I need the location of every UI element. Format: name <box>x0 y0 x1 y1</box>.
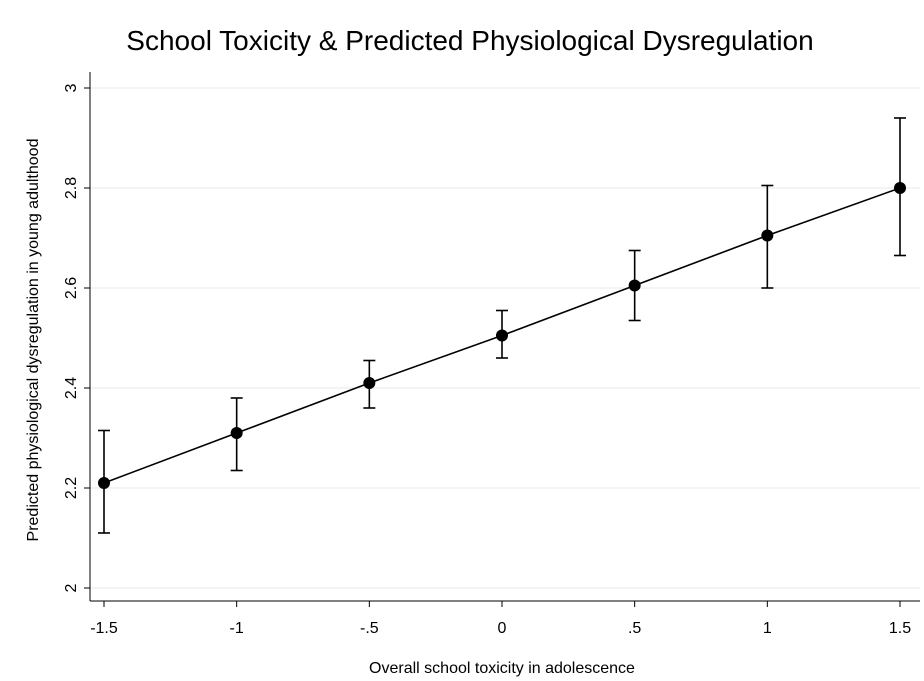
x-axis-ticks: -1.5 -1 -.5 0 .5 1 1.5 <box>90 601 911 637</box>
x-tick-label: 1.5 <box>889 620 911 637</box>
y-axis-ticks: 2 2.2 2.4 2.6 2.8 3 <box>63 83 90 592</box>
y-tick-label: 2 <box>63 583 80 592</box>
y-tick-label: 2.8 <box>63 177 80 199</box>
data-point <box>230 427 243 439</box>
y-axis-label: Predicted physiological dysregulation in… <box>25 139 42 542</box>
chart-title: School Toxicity & Predicted Physiologica… <box>126 25 813 56</box>
data-point <box>628 279 641 292</box>
data-point <box>894 182 906 194</box>
y-tick-label: 2.6 <box>63 277 80 299</box>
gridlines <box>90 87 920 589</box>
data-point <box>98 477 110 489</box>
x-tick-label: 1 <box>763 620 772 637</box>
y-tick-label: 2.4 <box>63 377 80 399</box>
x-tick-label: 0 <box>498 620 507 637</box>
series-group <box>98 117 906 534</box>
data-point <box>761 229 774 242</box>
x-tick-label: .5 <box>628 620 641 637</box>
x-tick-label: -1.5 <box>90 620 118 637</box>
x-axis-label: Overall school toxicity in adolescence <box>369 660 635 677</box>
y-tick-label: 3 <box>63 83 80 92</box>
y-tick-label: 2.2 <box>63 477 80 499</box>
x-tick-label: -1 <box>230 620 244 637</box>
data-point <box>363 377 376 389</box>
data-point <box>496 329 508 342</box>
x-tick-label: -.5 <box>360 620 379 637</box>
